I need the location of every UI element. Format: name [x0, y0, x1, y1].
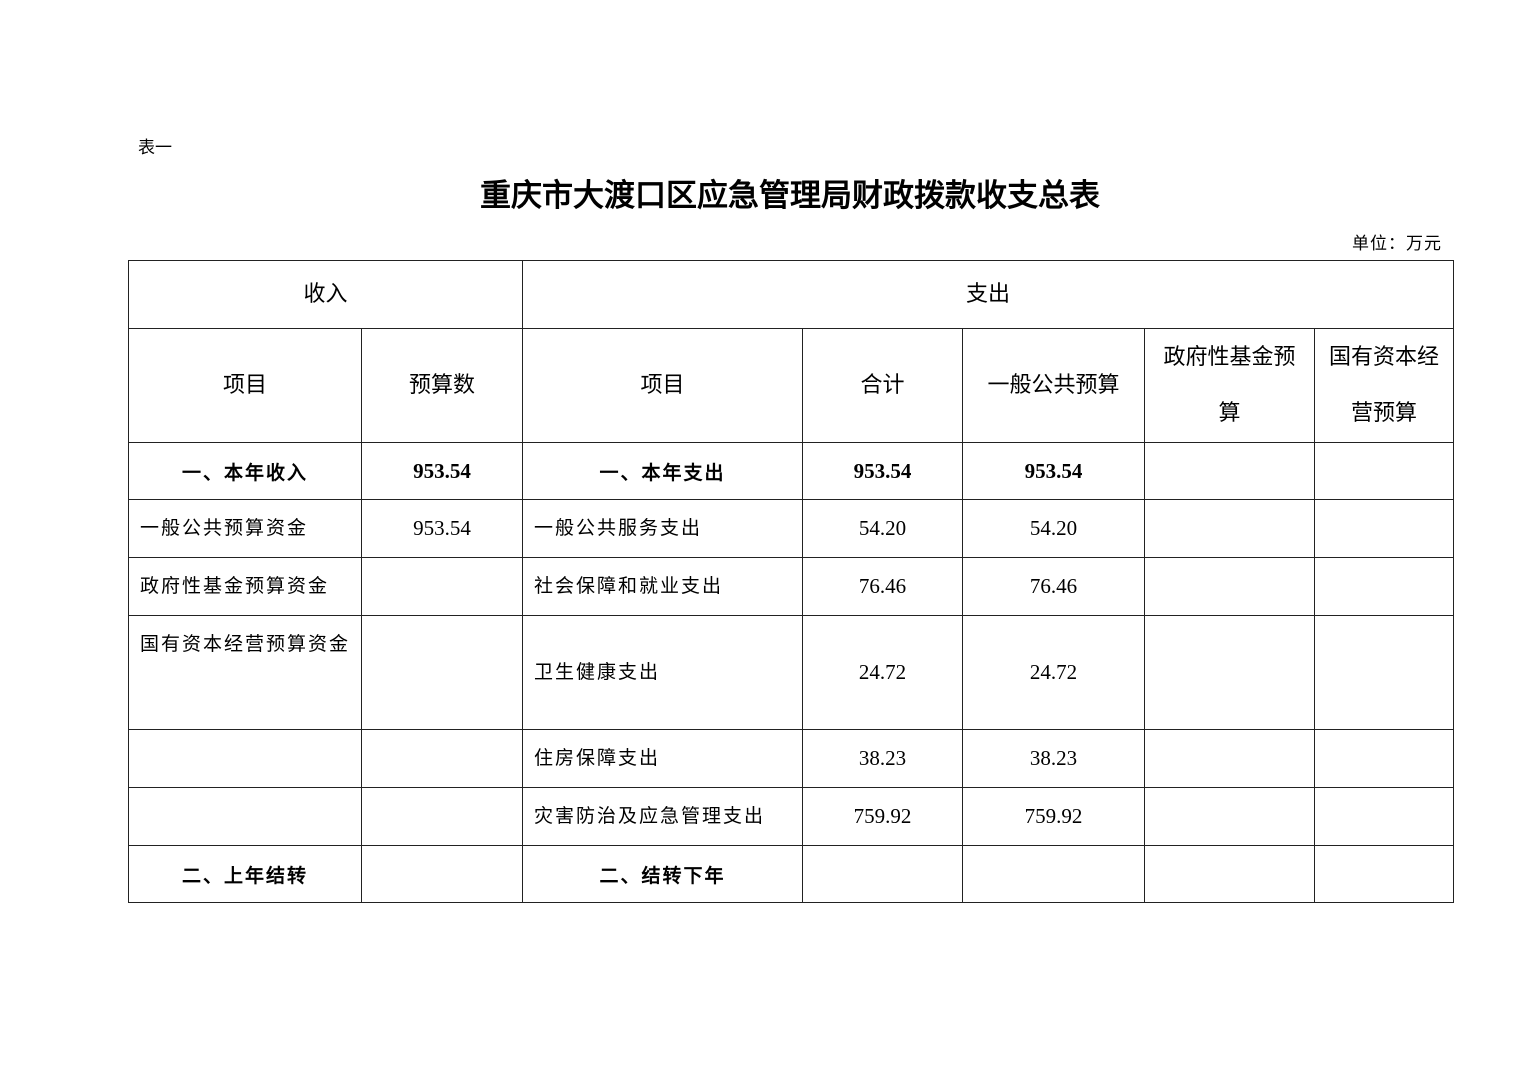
cell-general-public-budget: 54.20 — [962, 499, 1146, 558]
cell-expense-item: 一、本年支出 — [522, 442, 804, 500]
table-row: 政府性基金预算资金 社会保障和就业支出 76.46 76.46 — [128, 557, 1455, 616]
cell-general-public-budget: 953.54 — [962, 442, 1146, 500]
cell-state-capital-budget — [1314, 499, 1455, 558]
cell-expense-item: 住房保障支出 — [522, 729, 804, 788]
cell-income-budget: 953.54 — [360, 499, 524, 558]
table-row: 一般公共预算资金 953.54 一般公共服务支出 54.20 54.20 — [128, 499, 1455, 558]
cell-state-capital-budget — [1314, 442, 1455, 500]
cell-income-budget — [360, 557, 524, 616]
table-row: 一、本年收入 953.54 一、本年支出 953.54 953.54 — [128, 442, 1455, 500]
col-header-state-capital-budget: 国有资本经营预算 — [1314, 328, 1455, 443]
cell-income-budget — [360, 845, 524, 903]
cell-expense-total: 24.72 — [802, 615, 964, 730]
cell-income-item: 政府性基金预算资金 — [128, 557, 362, 616]
cell-state-capital-budget — [1314, 615, 1455, 730]
cell-expense-item: 社会保障和就业支出 — [522, 557, 804, 616]
cell-expense-item: 灾害防治及应急管理支出 — [522, 787, 804, 846]
cell-income-item — [128, 787, 362, 846]
col-header-general-public-budget: 一般公共预算 — [962, 328, 1146, 443]
cell-income-item — [128, 729, 362, 788]
col-header-income-item: 项目 — [128, 328, 362, 443]
cell-state-capital-budget — [1314, 845, 1455, 903]
cell-gov-fund-budget — [1144, 615, 1316, 730]
cell-expense-total — [802, 845, 964, 903]
cell-income-budget: 953.54 — [360, 442, 524, 500]
cell-general-public-budget: 38.23 — [962, 729, 1146, 788]
cell-income-item: 一、本年收入 — [128, 442, 362, 500]
unit-label: 单位：万元 — [1352, 234, 1442, 254]
budget-table: 收入 支出 项目 预算数 项目 合计 一般公共预算 政府性基金预算 国有资本经营预算 一、本… — [127, 260, 1455, 903]
col-header-income-budget: 预算数 — [360, 328, 524, 443]
cell-income-item: 一般公共预算资金 — [128, 499, 362, 558]
page-title: 重庆市大渡口区应急管理局财政拨款收支总表 — [480, 178, 1100, 214]
cell-income-budget — [360, 729, 524, 788]
cell-gov-fund-budget — [1144, 787, 1316, 846]
cell-expense-item: 一般公共服务支出 — [522, 499, 804, 558]
cell-income-budget — [360, 787, 524, 846]
cell-income-budget — [360, 615, 524, 730]
cell-gov-fund-budget — [1144, 557, 1316, 616]
cell-expense-total: 759.92 — [802, 787, 964, 846]
cell-gov-fund-budget — [1144, 499, 1316, 558]
cell-general-public-budget: 24.72 — [962, 615, 1146, 730]
group-header-row: 收入 支出 — [127, 260, 1455, 329]
cell-gov-fund-budget — [1144, 845, 1316, 903]
income-header: 收入 — [127, 260, 524, 329]
cell-state-capital-budget — [1314, 729, 1455, 788]
column-header-row: 项目 预算数 项目 合计 一般公共预算 政府性基金预算 国有资本经营预算 — [128, 328, 1455, 443]
cell-expense-total: 953.54 — [802, 442, 964, 500]
cell-expense-item: 卫生健康支出 — [522, 615, 804, 730]
cell-state-capital-budget — [1314, 787, 1455, 846]
cell-income-item: 二、上年结转 — [128, 845, 362, 903]
cell-expense-total: 54.20 — [802, 499, 964, 558]
col-header-expense-item: 项目 — [522, 328, 804, 443]
table-row: 住房保障支出 38.23 38.23 — [128, 729, 1455, 788]
cell-general-public-budget: 76.46 — [962, 557, 1146, 616]
cell-general-public-budget: 759.92 — [962, 787, 1146, 846]
cell-gov-fund-budget — [1144, 729, 1316, 788]
col-header-expense-total: 合计 — [802, 328, 964, 443]
table-row: 二、上年结转 二、结转下年 — [128, 845, 1455, 903]
cell-state-capital-budget — [1314, 557, 1455, 616]
col-header-gov-fund-budget: 政府性基金预算 — [1144, 328, 1316, 443]
cell-expense-total: 76.46 — [802, 557, 964, 616]
cell-expense-total: 38.23 — [802, 729, 964, 788]
table-row: 国有资本经营预算资金 卫生健康支出 24.72 24.72 — [128, 615, 1455, 730]
cell-gov-fund-budget — [1144, 442, 1316, 500]
cell-expense-item: 二、结转下年 — [522, 845, 804, 903]
expense-header: 支出 — [522, 260, 1455, 329]
cell-income-item: 国有资本经营预算资金 — [128, 615, 362, 730]
table-row: 灾害防治及应急管理支出 759.92 759.92 — [128, 787, 1455, 846]
table-label: 表一 — [138, 138, 172, 158]
cell-general-public-budget — [962, 845, 1146, 903]
